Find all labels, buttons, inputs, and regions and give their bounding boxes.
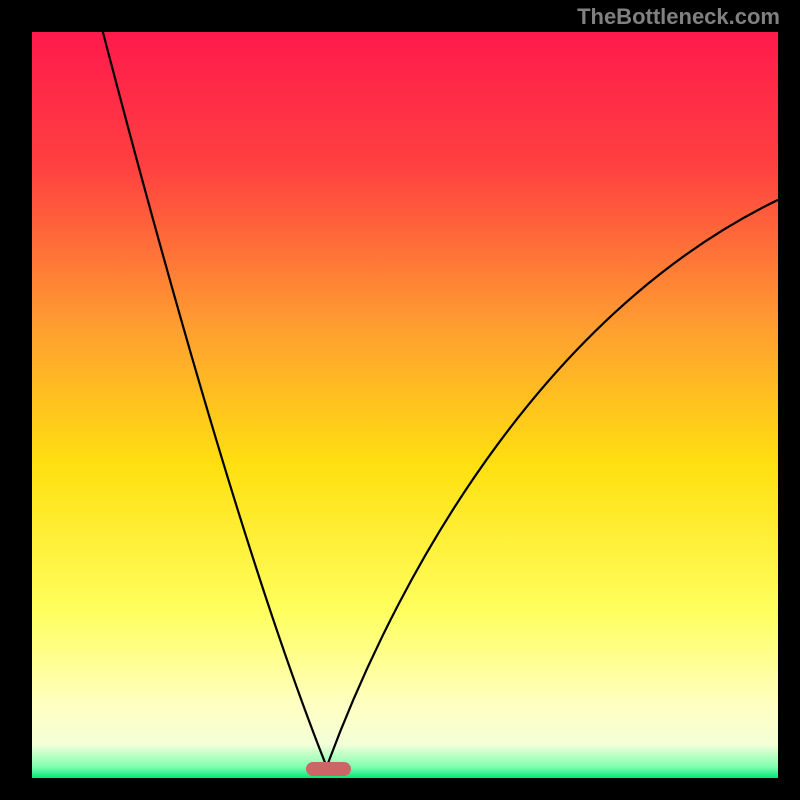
watermark-text: TheBottleneck.com (577, 4, 780, 30)
curve-path (103, 32, 778, 767)
bottleneck-curve (32, 32, 778, 778)
plot-area (32, 32, 778, 778)
vertex-marker (306, 762, 351, 777)
